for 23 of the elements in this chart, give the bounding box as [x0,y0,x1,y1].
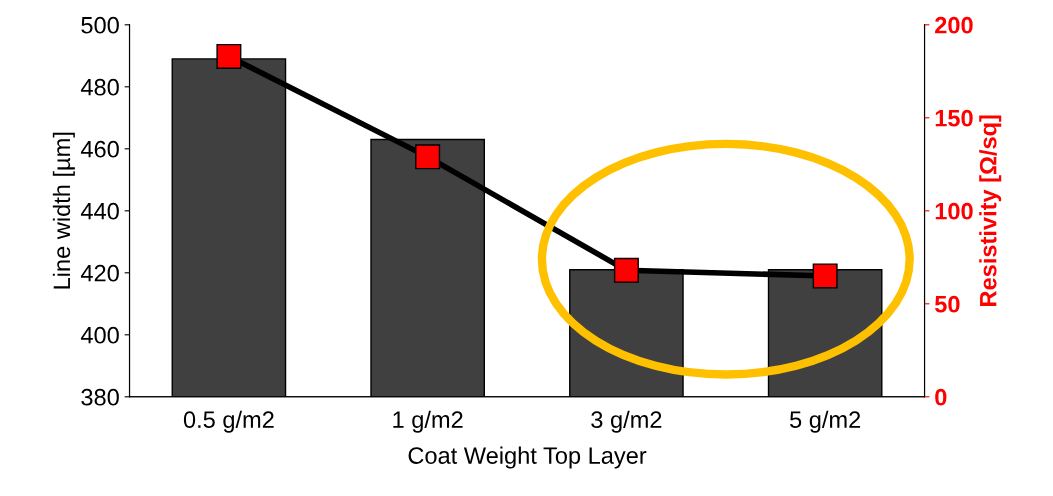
point [613,257,639,283]
y-tick-label: 380 [81,388,119,406]
y-tick-label: 440 [80,202,119,220]
point [812,263,838,289]
point [415,144,441,170]
y-tick-label: 480 [80,78,119,96]
x-tick-label: 0.5 g/m2 [183,410,274,433]
y-tick-label: 420 [80,264,119,282]
point [216,43,242,69]
y2-tick-label: 0 [935,388,947,406]
x-tick-label: 5 g/m2 [790,410,861,433]
y2-tick-label: 200 [935,16,973,34]
y-tick-label: 400 [80,326,119,344]
y-tick-label: 500 [81,16,119,34]
x-tick-label: 3 g/m2 [591,410,662,433]
y-axis-title: Line width [µm] [52,132,75,289]
y2-tick-label: 150 [935,109,973,127]
x-tick-label: 1 g/m2 [393,410,463,433]
x-axis-title: Coat Weight Top Layer [408,446,647,469]
y2-axis-title: Resistivity [Ω/sq] [979,115,1002,306]
y2-tick-label: 50 [934,295,960,313]
y-tick-label: 460 [80,140,119,158]
y2-tick-label: 100 [935,202,973,220]
